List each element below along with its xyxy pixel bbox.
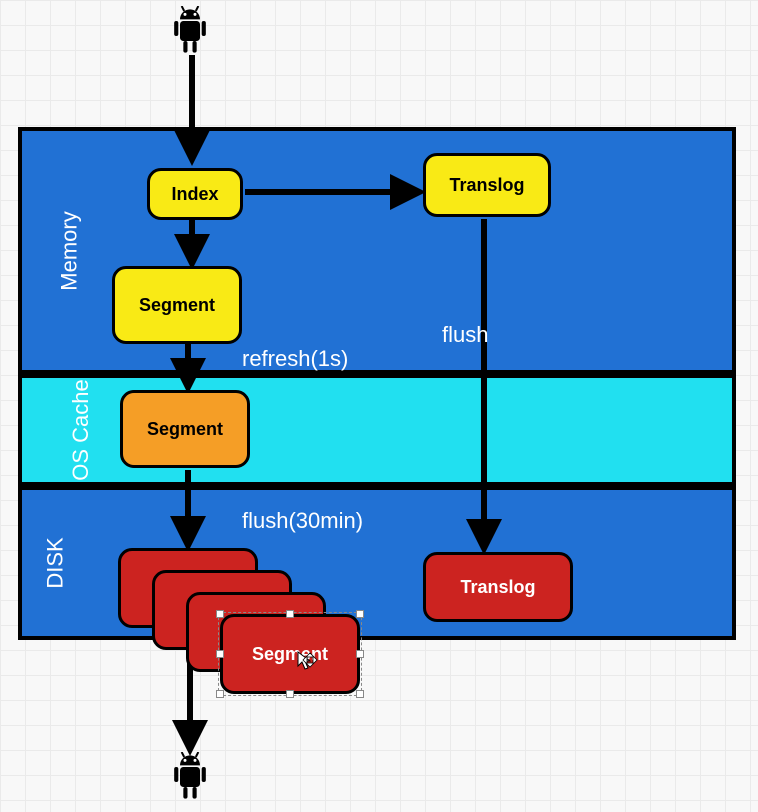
selection-handle[interactable] [216,690,224,698]
node-segment-disk-4-label: Segment [252,644,328,665]
node-segment-memory[interactable]: Segment [112,266,242,344]
android-icon [170,6,210,56]
region-disk-label: DISK [43,537,69,588]
label-flush: flush [442,322,488,348]
region-memory-label: Memory [57,211,83,290]
android-icon [170,752,210,802]
node-segment-oscache[interactable]: Segment [120,390,250,468]
label-refresh: refresh(1s) [242,346,348,372]
node-index-label: Index [171,184,218,205]
selection-handle[interactable] [356,650,364,658]
selection-handle[interactable] [216,610,224,618]
region-oscache-label: OS Cache [68,379,94,481]
diagram-stage: Memory OS Cache DISK Index Translog Segm… [0,0,758,812]
selection-handle[interactable] [286,610,294,618]
node-translog-disk[interactable]: Translog [423,552,573,622]
selection-handle[interactable] [216,650,224,658]
node-index[interactable]: Index [147,168,243,220]
label-flush-30min: flush(30min) [242,508,363,534]
node-translog-disk-label: Translog [460,577,535,598]
selection-handle[interactable] [356,690,364,698]
selection-handle[interactable] [286,690,294,698]
node-translog-memory[interactable]: Translog [423,153,551,217]
node-segment-disk-4[interactable]: Segment [220,614,360,694]
node-segment-oscache-label: Segment [147,419,223,440]
selection-handle[interactable] [356,610,364,618]
node-translog-memory-label: Translog [449,175,524,196]
node-segment-memory-label: Segment [139,295,215,316]
